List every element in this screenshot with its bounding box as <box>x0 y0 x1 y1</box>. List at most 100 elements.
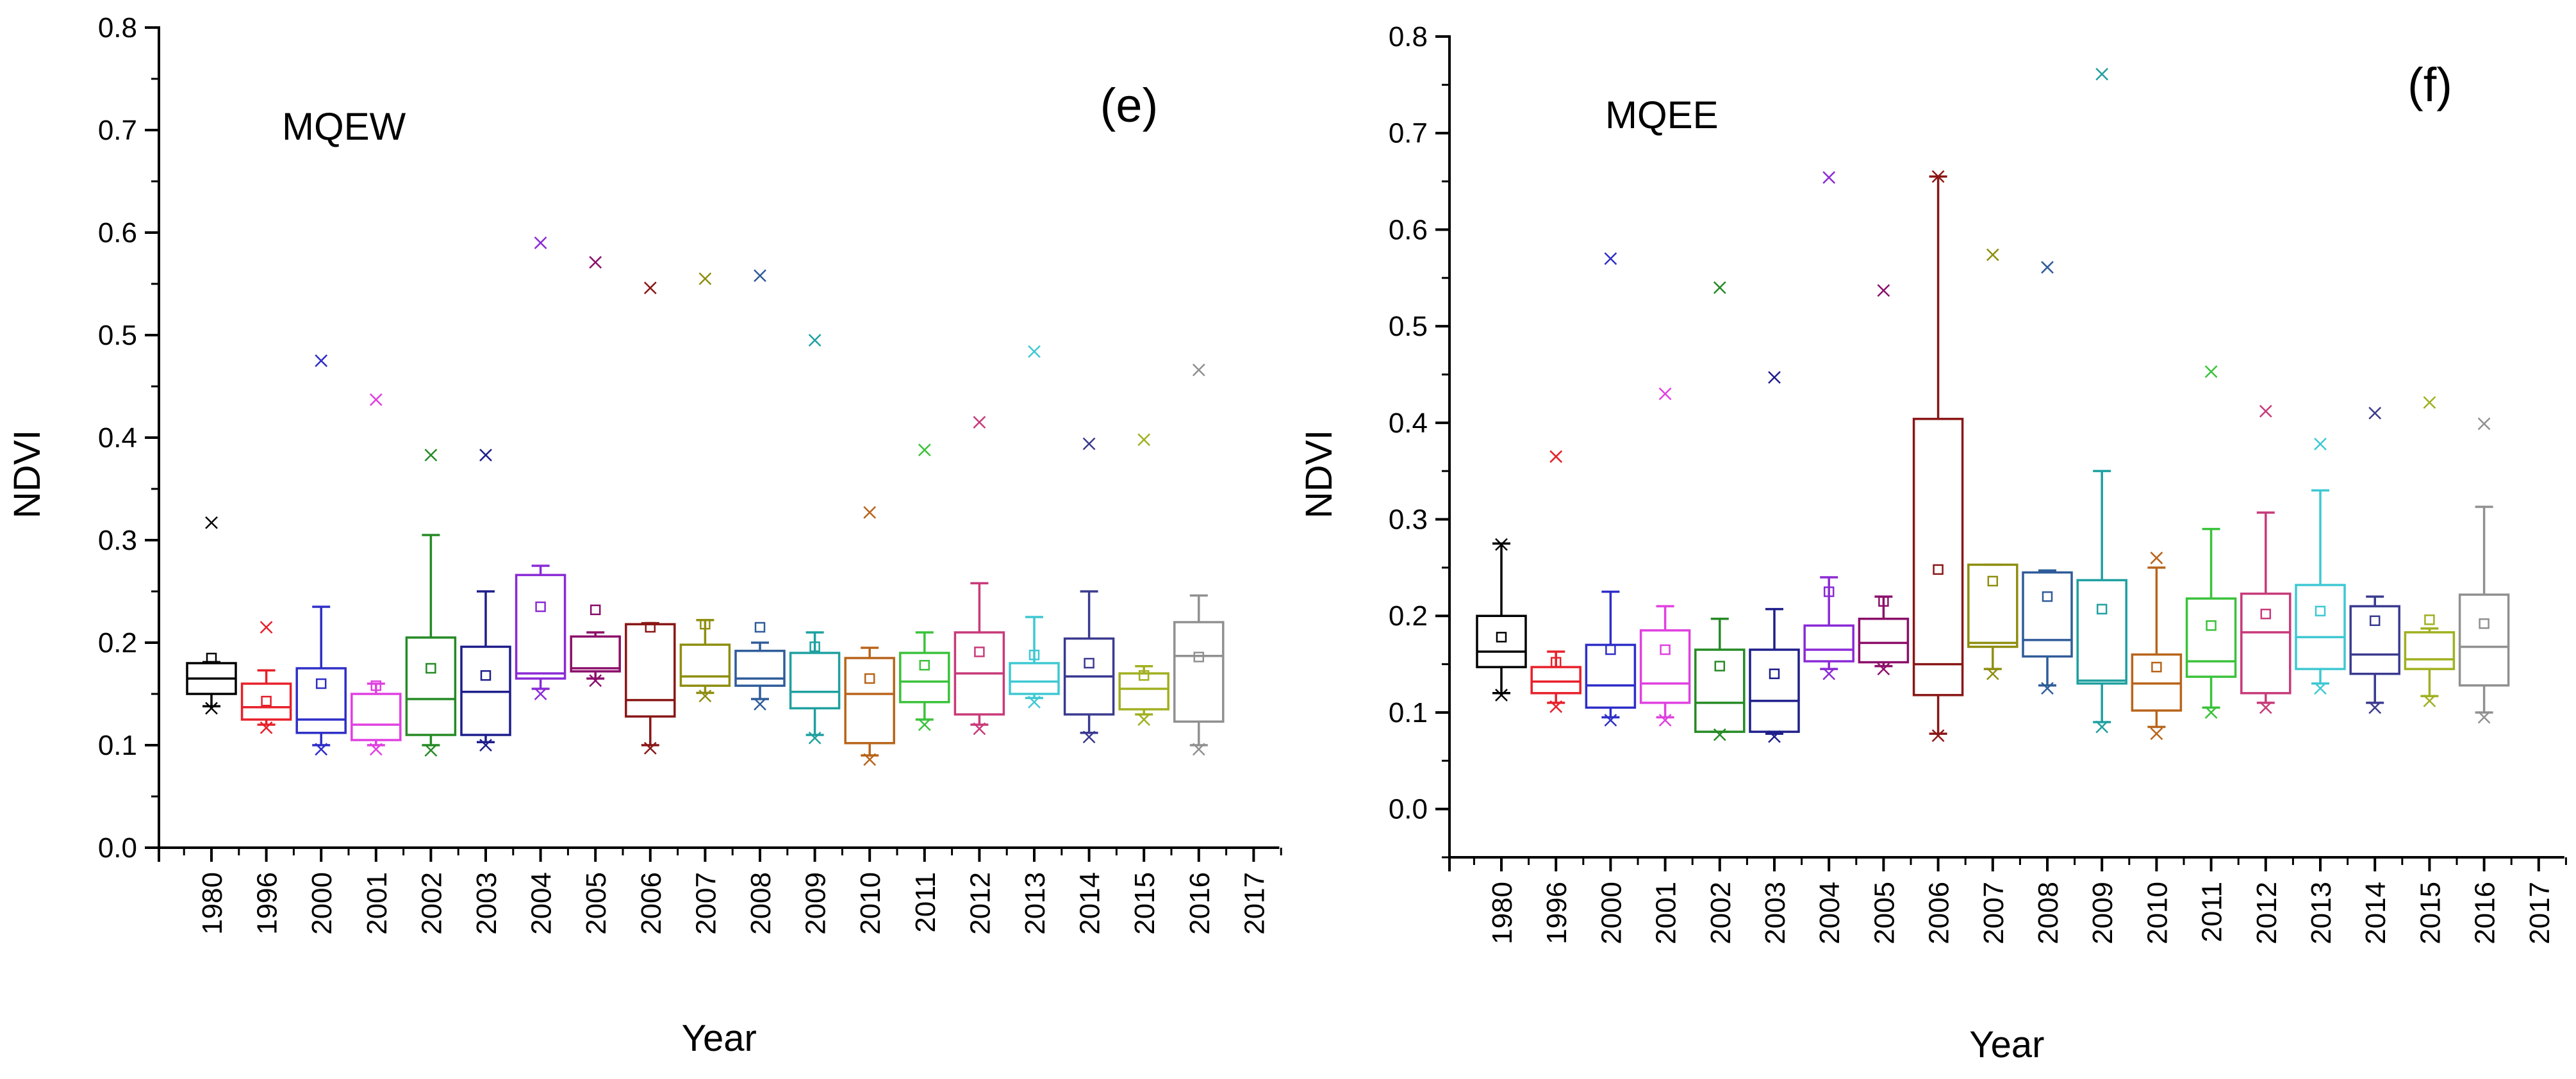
min-marker-stroke <box>1549 700 1563 713</box>
min-marker <box>2423 694 2436 707</box>
min-marker-stroke <box>1604 714 1617 727</box>
min-marker <box>534 688 547 700</box>
x-tick-label: 2009 <box>2087 882 2118 944</box>
max-marker-stroke <box>1822 171 1836 184</box>
max-marker-stroke <box>1713 281 1726 294</box>
box-2008 <box>734 269 786 711</box>
mean-marker <box>1084 657 1094 669</box>
min-marker <box>424 744 438 757</box>
min-marker-stroke <box>1768 730 1781 743</box>
min-marker <box>2477 711 2491 724</box>
min-marker <box>1549 700 1563 713</box>
max-marker <box>2204 365 2218 378</box>
y-axis-title: NDVI <box>6 430 48 519</box>
mean-marker <box>1714 661 1726 671</box>
box-2003 <box>1749 371 1800 743</box>
max-marker <box>534 236 547 249</box>
box-2014 <box>2349 406 2400 714</box>
box-2002 <box>1694 281 1746 741</box>
min-marker <box>1822 667 1836 680</box>
mean-marker <box>2260 608 2272 620</box>
min-marker <box>698 689 712 703</box>
x-axis-title: Year <box>1969 1024 2044 1066</box>
max-marker-stroke <box>2150 551 2163 564</box>
max-marker <box>2314 438 2327 450</box>
x-tick-label: 2004 <box>526 872 557 935</box>
mean-marker <box>206 652 217 664</box>
site-label: MQEE <box>1605 94 1719 136</box>
box-2006 <box>1912 170 1964 742</box>
max-marker-stroke <box>2041 261 2054 274</box>
max-marker-stroke <box>643 281 657 295</box>
y-tick-label: 0.1 <box>1389 697 1428 729</box>
min-marker-stroke <box>1495 688 1508 702</box>
iqr-box <box>295 667 347 734</box>
mean-marker <box>535 601 546 613</box>
iqr-box <box>844 657 895 745</box>
min-marker <box>2259 701 2272 714</box>
min-marker-stroke <box>479 739 492 752</box>
min-marker <box>808 731 822 745</box>
max-marker-stroke <box>1604 252 1617 265</box>
min-marker-stroke <box>534 688 547 700</box>
box-2005 <box>1858 284 1910 676</box>
min-marker-stroke <box>808 731 822 745</box>
min-marker <box>2150 727 2163 740</box>
max-marker <box>808 334 822 347</box>
box-2004 <box>515 236 566 700</box>
max-marker <box>643 281 657 295</box>
y-tick-label: 0.0 <box>98 832 137 864</box>
x-axis-title: Year <box>682 1017 757 1059</box>
x-tick-label: 2001 <box>1651 882 1682 944</box>
mean-marker <box>2479 618 2489 629</box>
max-marker <box>205 516 218 529</box>
x-tick-label: 2012 <box>2251 882 2283 944</box>
iqr-box <box>515 573 566 680</box>
min-marker-stroke <box>754 698 766 711</box>
iqr-box <box>789 652 841 710</box>
min-marker <box>2095 720 2109 734</box>
x-tick-label: 2003 <box>471 872 502 935</box>
mean-marker <box>1823 586 1835 597</box>
max-marker-stroke <box>2259 404 2272 418</box>
iqr-box <box>1118 672 1169 711</box>
x-tick-label: 2004 <box>1814 882 1845 944</box>
y-tick-label: 0.8 <box>1389 21 1428 53</box>
max-marker-stroke <box>2095 67 2109 81</box>
x-tick-label: 2008 <box>2033 882 2064 944</box>
min-marker-stroke <box>2314 682 2327 695</box>
max-marker-stroke <box>1658 387 1672 400</box>
max-marker <box>2259 404 2272 418</box>
x-tick-label: 2012 <box>964 872 996 935</box>
min-marker <box>863 753 877 766</box>
max-marker-stroke <box>698 272 712 285</box>
min-marker-stroke <box>1931 729 1945 742</box>
y-tick-label: 0.4 <box>1389 408 1428 439</box>
min-marker-stroke <box>589 674 602 688</box>
box-2016 <box>2458 417 2510 724</box>
mean-marker <box>1028 649 1040 661</box>
max-marker-stroke <box>260 621 273 634</box>
panel-mqee: 0.0 0.1 0.2 0.3 0.4 0.5 0.6 0.7 0.8 1980 1996 2000 2… <box>1298 21 2567 1066</box>
y-tick-label: 0.5 <box>98 320 137 351</box>
min-marker <box>1604 714 1617 727</box>
min-marker-stroke <box>424 744 438 757</box>
mean-marker <box>425 663 436 674</box>
min-marker-stroke <box>1028 695 1041 709</box>
site-label: MQEW <box>282 105 406 148</box>
max-marker-stroke <box>2423 396 2436 409</box>
box-2010 <box>2131 551 2183 740</box>
iqr-box <box>1639 629 1691 704</box>
y-tick-label: 0.0 <box>1389 794 1428 825</box>
iqr-box <box>1530 666 1581 695</box>
x-tick-label: 2010 <box>2142 882 2173 944</box>
box-2015 <box>1118 433 1169 726</box>
mean-marker <box>2315 605 2326 616</box>
mean-marker <box>1987 575 1999 587</box>
mean-marker <box>261 695 272 707</box>
mean-marker <box>1496 632 1507 643</box>
iqr-box <box>2295 584 2346 670</box>
x-tick-label: 2007 <box>690 872 722 935</box>
max-marker <box>1877 284 1890 297</box>
